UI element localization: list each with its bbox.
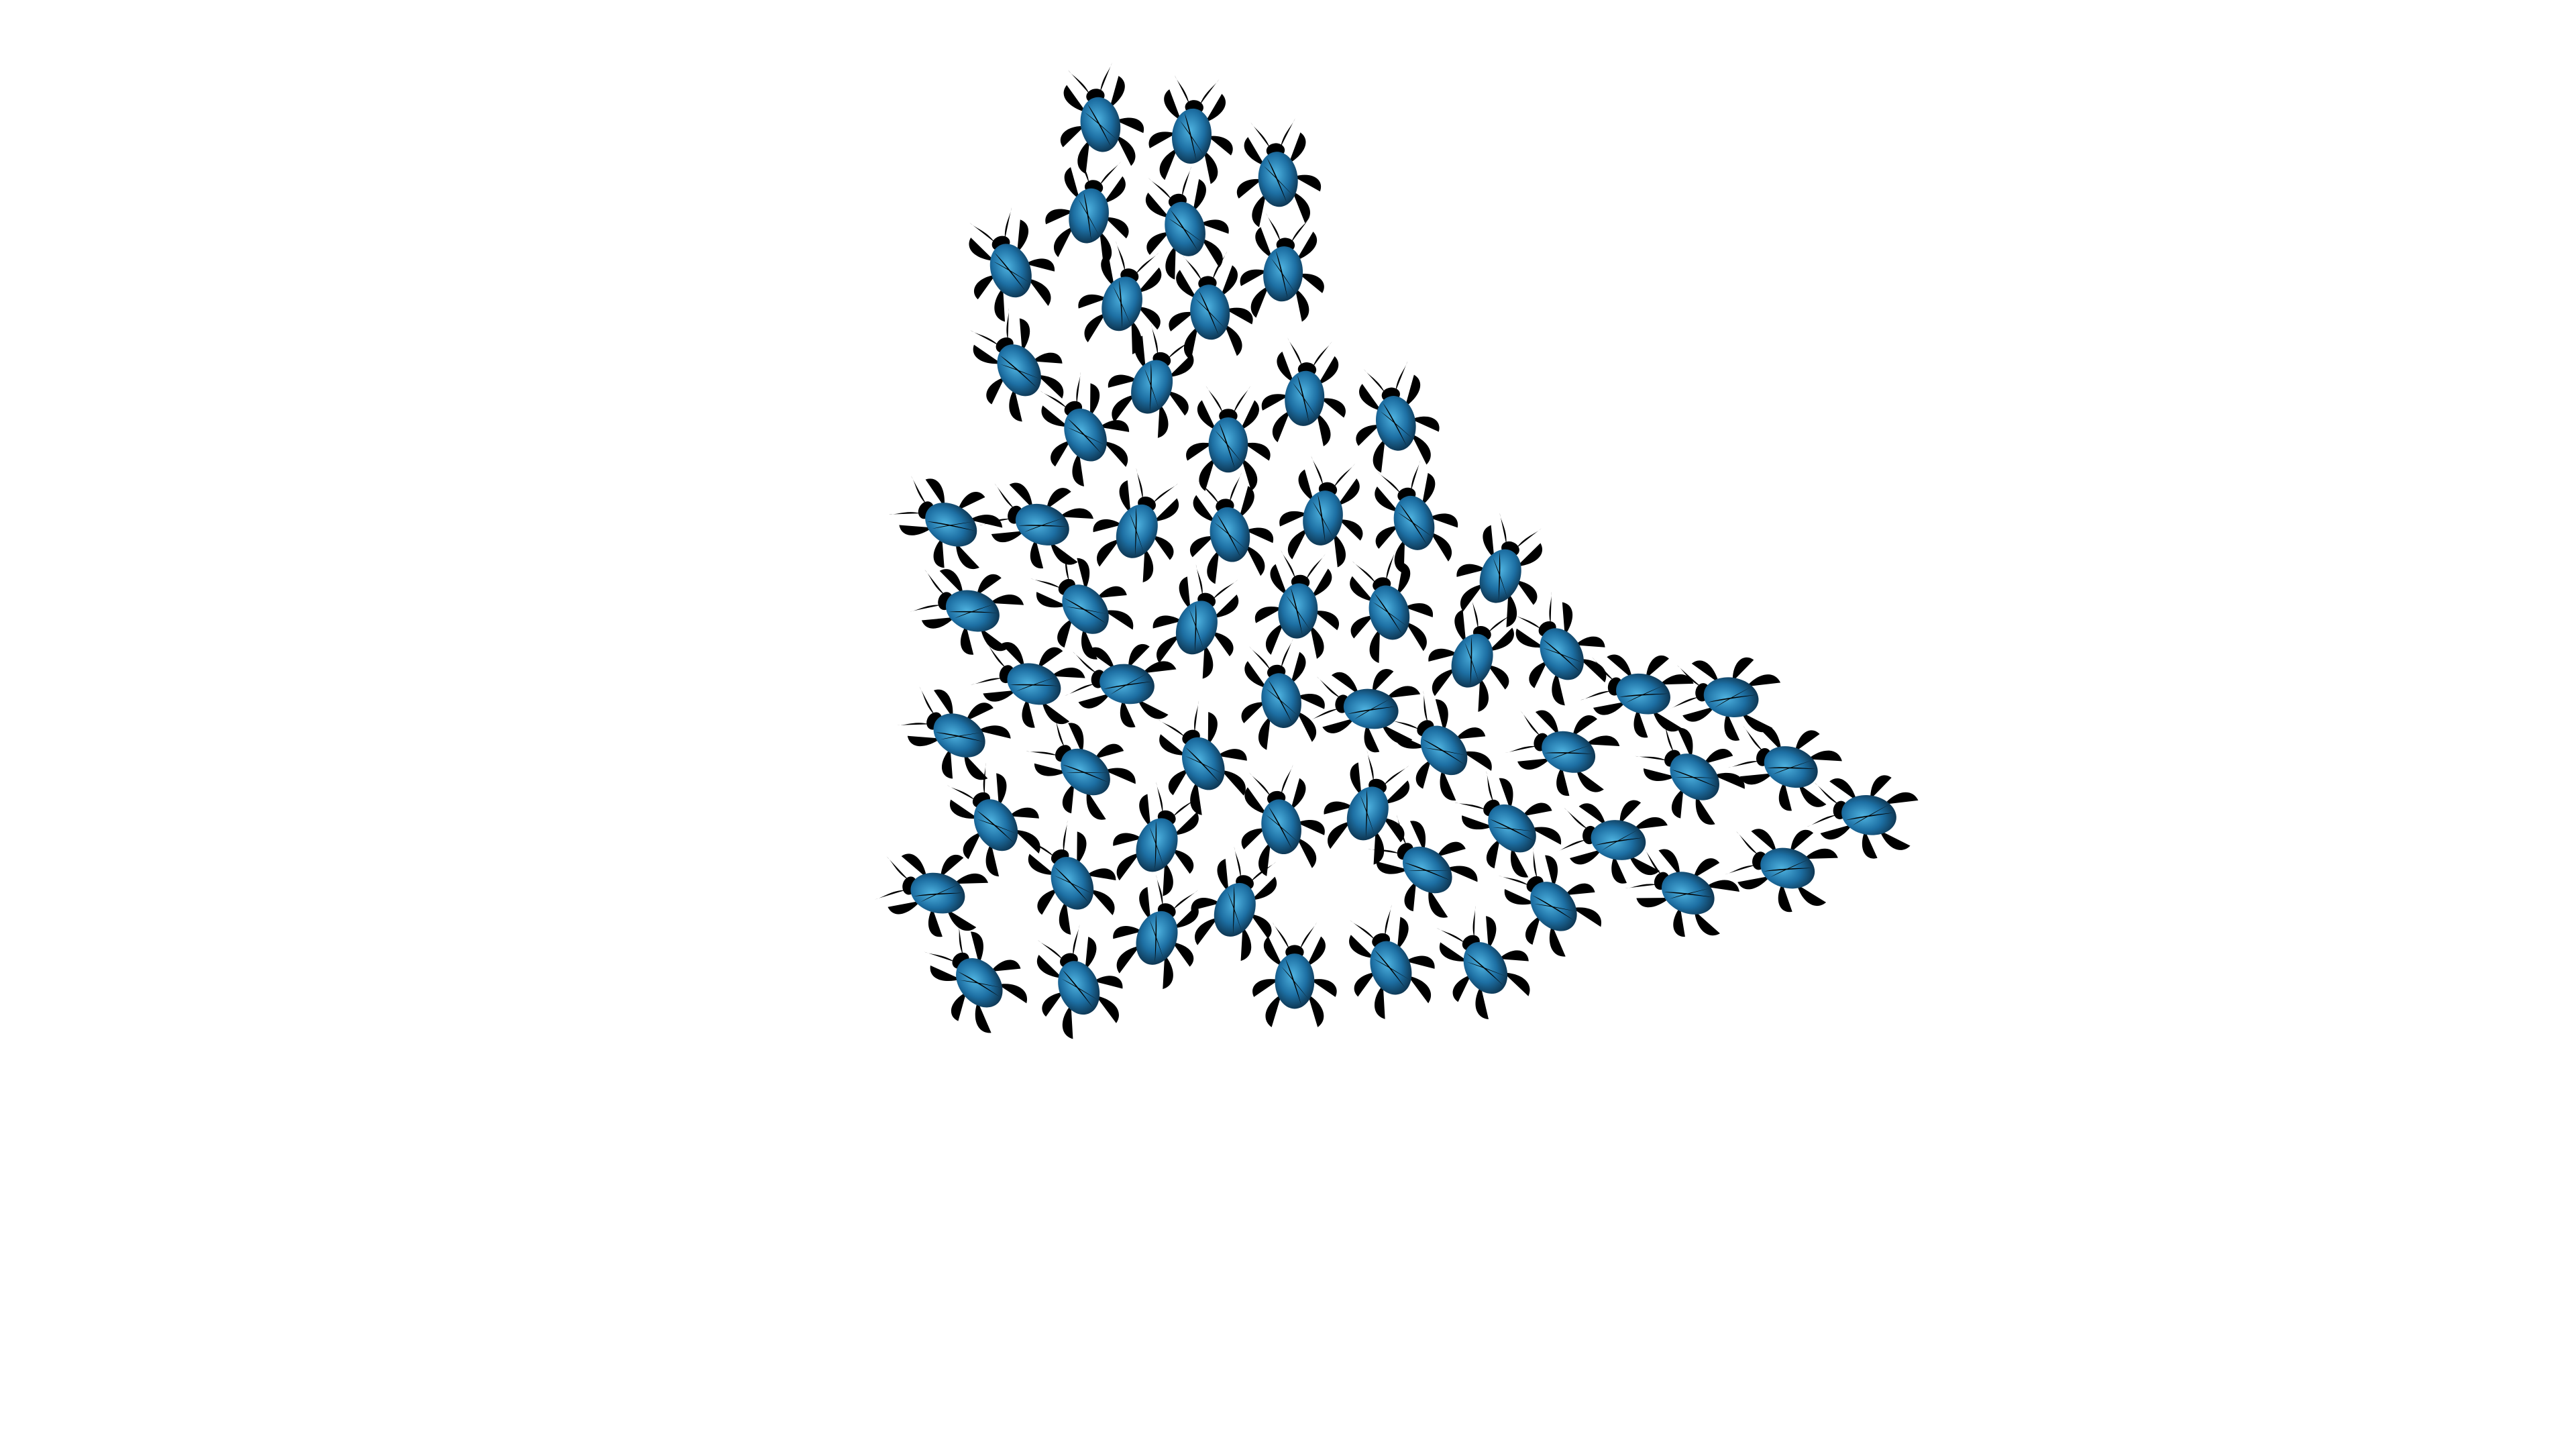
beetle-icon[interactable] <box>1044 58 1155 183</box>
beetle-icon[interactable] <box>1064 234 1182 366</box>
beetle-icon[interactable] <box>1095 774 1221 909</box>
beetle-icon[interactable] <box>1174 468 1285 593</box>
beetle-icon[interactable] <box>1329 543 1447 674</box>
beetle-icon[interactable] <box>1174 838 1299 974</box>
beetle-icon[interactable] <box>1141 73 1243 192</box>
beetle-icon[interactable] <box>1248 922 1341 1033</box>
beetle-icon[interactable] <box>1254 335 1356 454</box>
beetle-icon[interactable] <box>1718 808 1849 927</box>
bugs-layer <box>868 58 1928 1052</box>
beetle-icon[interactable] <box>1182 385 1275 497</box>
beetle-icon[interactable] <box>1076 460 1201 596</box>
beetle-icon[interactable] <box>1091 315 1216 451</box>
beetle-icon[interactable] <box>1125 160 1243 291</box>
beetle-icon[interactable] <box>1226 760 1336 886</box>
beetle-icon[interactable] <box>1354 454 1472 584</box>
beetle-icon[interactable] <box>906 908 1048 1052</box>
beetle-icon[interactable] <box>1340 357 1450 482</box>
beetle-icon[interactable] <box>1005 810 1136 949</box>
beetle-icon[interactable] <box>1227 116 1329 235</box>
beetle-icon[interactable] <box>1034 149 1144 274</box>
beetle-icon[interactable] <box>1327 896 1452 1032</box>
beetle-icon[interactable] <box>868 833 1000 951</box>
beetle-icon[interactable] <box>949 296 1085 438</box>
